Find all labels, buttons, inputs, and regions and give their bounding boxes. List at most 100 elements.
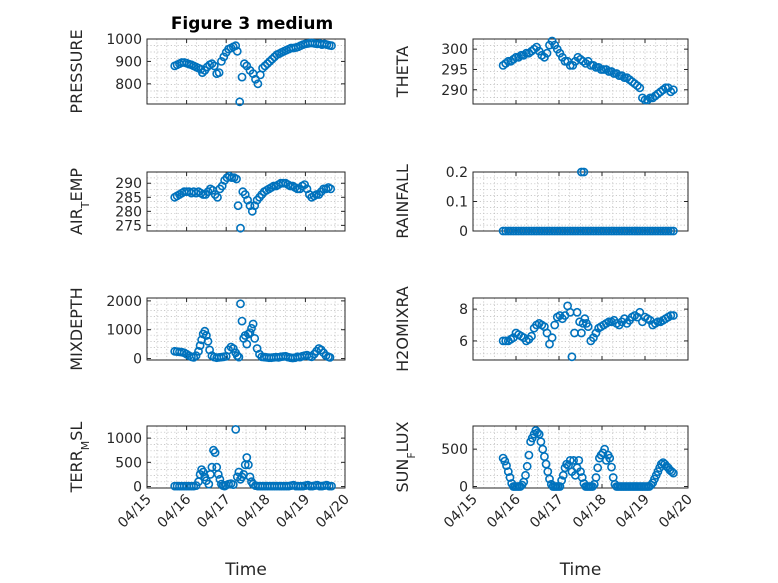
data-point: [565, 455, 575, 465]
x-tick-label: 04/15: [441, 492, 481, 532]
y-tick-label: 6: [459, 334, 468, 350]
series-markers: [498, 36, 678, 105]
data-point: [557, 476, 566, 485]
data-point: [216, 57, 226, 66]
subplot-sun-flux: 0 500 SUNFLUX 04/15 04/16 04/17 04/18 04/19 04/2…: [393, 421, 696, 580]
data-point: [669, 468, 678, 478]
data-point: [666, 311, 676, 320]
data-point: [237, 316, 247, 326]
data-point: [501, 336, 511, 346]
data-point: [524, 450, 534, 460]
data-point: [574, 455, 584, 465]
data-point: [498, 336, 508, 346]
y-tick-label: 800: [115, 77, 142, 93]
data-point: [231, 424, 241, 434]
data-point: [620, 314, 629, 324]
data-point: [210, 448, 220, 457]
data-point: [235, 97, 245, 107]
data-point: [635, 83, 645, 93]
y-tick-label: 0: [133, 480, 142, 496]
subplot-terr-msl: 0 500 1000 TERRMSL 04/15 04/16 04/17 04/18 04/19…: [67, 422, 353, 580]
data-point: [191, 351, 201, 361]
data-point: [542, 328, 552, 338]
data-point: [231, 41, 241, 51]
data-point: [207, 59, 217, 69]
x-tick-label: 04/19: [613, 492, 653, 532]
subplot-theta: 290 295 300 THETA: [393, 36, 689, 105]
y-tick-label: 300: [441, 42, 468, 58]
x-tick-label: 04/19: [273, 492, 313, 532]
data-point: [555, 482, 565, 491]
grid: [147, 172, 345, 231]
series-markers: [498, 167, 678, 236]
y-axis-label: TERRMSL: [67, 422, 92, 494]
data-point: [327, 41, 336, 51]
data-point: [200, 326, 210, 336]
data-point: [258, 63, 267, 73]
data-point: [237, 72, 247, 82]
x-tick-label: 04/17: [527, 492, 567, 532]
y-axis-label: MIXDEPTH: [67, 287, 86, 370]
data-point: [545, 474, 554, 484]
data-point: [669, 85, 678, 95]
data-point: [580, 314, 590, 324]
data-point: [594, 63, 603, 72]
x-tick-label: 04/16: [484, 491, 524, 531]
data-point: [538, 444, 548, 454]
y-tick-label: 1000: [106, 32, 142, 48]
series-markers: [498, 301, 678, 362]
y-axis-label: PRESSURE: [67, 29, 86, 113]
data-point: [500, 456, 510, 466]
data-point: [547, 333, 557, 343]
y-tick-label: 0: [459, 480, 468, 496]
y-tick-label: 275: [115, 218, 142, 234]
data-point: [213, 192, 222, 202]
data-point: [204, 479, 214, 489]
data-point: [593, 463, 603, 473]
subplot-pressure: 800 900 1000 PRESSURE: [67, 29, 346, 114]
axes-box: [472, 297, 689, 361]
data-point: [669, 226, 678, 236]
data-point: [522, 461, 532, 471]
data-point: [232, 351, 242, 361]
data-point: [542, 48, 552, 58]
data-point: [503, 467, 513, 476]
data-point: [656, 459, 666, 469]
data-point: [666, 226, 676, 236]
x-tick-label: 04/18: [570, 492, 610, 532]
x-axis-label: Time: [559, 560, 602, 580]
data-point: [234, 352, 244, 362]
y-tick-label: 290: [115, 176, 142, 192]
data-point: [604, 317, 614, 327]
data-point: [212, 462, 222, 472]
data-point: [596, 65, 606, 74]
subplot-rainfall: 0 0.1 0.2 RAINFALL: [393, 164, 689, 240]
y-tick-label: 0.2: [446, 165, 468, 181]
subplot-mixdepth: 0 1000 2000 MIXDEPTH: [67, 287, 346, 371]
data-point: [577, 328, 586, 338]
y-tick-label: 900: [115, 54, 142, 70]
data-point: [245, 328, 255, 337]
data-point: [536, 437, 546, 447]
axes-box: [472, 38, 689, 105]
data-point: [653, 317, 663, 327]
x-tick-label: 04/16: [155, 491, 195, 531]
data-point: [572, 307, 582, 317]
data-point: [609, 69, 619, 78]
x-axis-label: Time: [224, 560, 267, 580]
data-point: [194, 346, 203, 356]
data-point: [605, 453, 615, 463]
data-point: [521, 48, 531, 58]
series-markers: [498, 426, 678, 491]
data-point: [521, 470, 530, 480]
data-point: [207, 462, 217, 472]
y-axis-label: THETA: [393, 46, 412, 98]
data-point: [533, 428, 542, 438]
data-point: [586, 61, 596, 70]
data-point: [232, 46, 242, 56]
data-point: [581, 59, 591, 68]
subplot-h2omixra: 6 8 H2OMIXRA: [393, 286, 689, 372]
data-point: [591, 63, 601, 72]
y-tick-label: 8: [459, 302, 468, 318]
